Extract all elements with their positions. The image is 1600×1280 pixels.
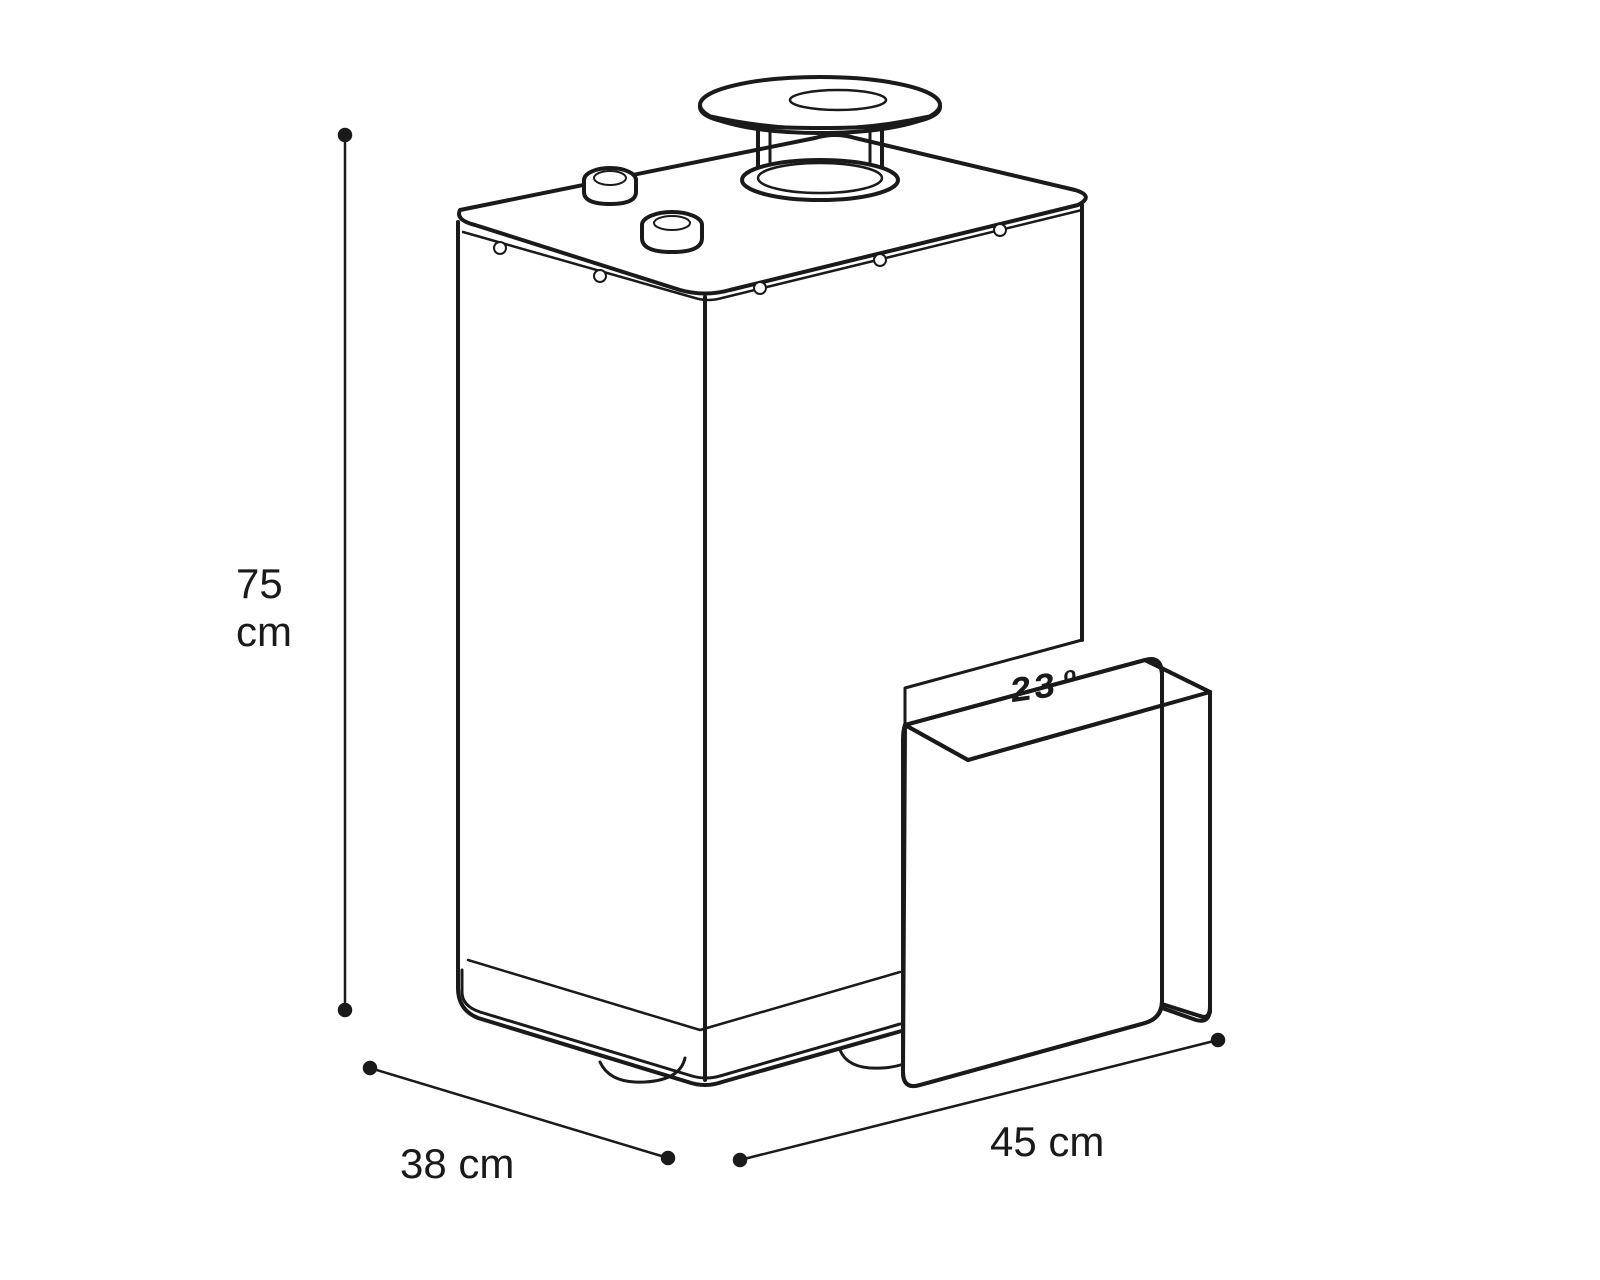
width-label: 45 cm	[990, 1118, 1104, 1166]
height-value: 75	[236, 560, 283, 607]
depth-label: 38 cm	[400, 1140, 514, 1188]
diagram-stage: 23o 75 cm 38 cm 45 cm	[0, 0, 1600, 1280]
depth-value: 38 cm	[400, 1140, 514, 1187]
height-label: 75 cm	[236, 560, 292, 657]
width-value: 45 cm	[990, 1118, 1104, 1165]
height-unit: cm	[236, 608, 292, 655]
